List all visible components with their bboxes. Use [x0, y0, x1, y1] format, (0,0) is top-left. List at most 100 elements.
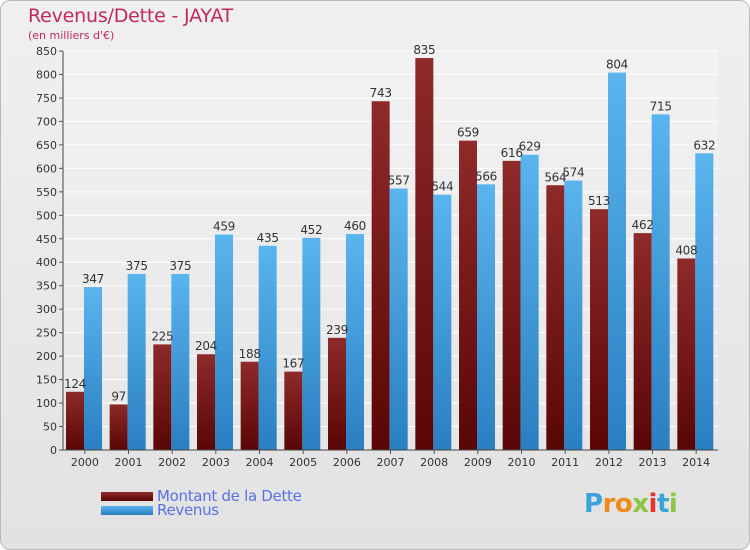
bar-dette — [633, 233, 652, 450]
bar-revenus — [302, 237, 321, 450]
chart-title: Revenus/Dette - JAYAT — [28, 5, 234, 27]
x-tick-label: 2014 — [682, 456, 710, 469]
x-tick-label: 2011 — [551, 456, 579, 469]
data-label-revenus: 375 — [169, 259, 191, 273]
x-tick-label: 2002 — [158, 456, 186, 469]
x-tick-label: 2010 — [508, 456, 536, 469]
data-label-dette: 564 — [544, 170, 566, 184]
bar-revenus — [564, 180, 583, 450]
x-tick-label: 2006 — [333, 456, 361, 469]
data-label-revenus: 566 — [475, 169, 497, 183]
data-label-revenus: 629 — [519, 140, 541, 154]
y-tick-label: 600 — [36, 162, 57, 175]
bar-dette — [371, 101, 390, 451]
bar-revenus — [520, 154, 539, 451]
data-label-dette: 97 — [111, 389, 126, 403]
brand-logo: Proxiti — [584, 489, 678, 519]
legend-item-dette: Montant de la Dette — [101, 487, 302, 505]
y-tick-label: 150 — [36, 374, 57, 387]
legend-swatch-revenus — [101, 505, 153, 515]
data-label-dette: 743 — [370, 86, 392, 100]
x-tick-label: 2008 — [420, 456, 448, 469]
y-tick-label: 550 — [36, 186, 57, 199]
data-label-revenus: 460 — [344, 219, 366, 233]
data-label-dette: 188 — [239, 347, 261, 361]
bar-dette — [66, 391, 84, 450]
data-label-dette: 513 — [588, 194, 610, 208]
bar-revenus — [608, 72, 626, 450]
data-label-revenus: 632 — [693, 138, 715, 152]
chart-subtitle: (en milliers d'€) — [28, 29, 115, 42]
y-tick-label: 500 — [36, 209, 57, 222]
bar-dette — [109, 404, 128, 450]
data-label-revenus: 375 — [126, 259, 148, 273]
bar-revenus — [433, 194, 452, 450]
data-label-dette: 659 — [457, 126, 479, 140]
bar-revenus — [84, 287, 102, 450]
bar-dette — [415, 58, 434, 451]
x-tick-label: 2007 — [377, 456, 405, 469]
x-tick-label: 2009 — [464, 456, 492, 469]
data-label-revenus: 557 — [388, 174, 410, 188]
data-label-revenus: 435 — [257, 231, 279, 245]
data-label-dette: 124 — [64, 377, 86, 391]
bar-revenus — [171, 273, 190, 450]
data-label-dette: 225 — [151, 329, 173, 343]
y-tick-label: 650 — [36, 139, 57, 152]
legend-label-revenus: Revenus — [157, 501, 219, 519]
bar-dette — [590, 209, 608, 450]
y-tick-label: 350 — [36, 280, 57, 293]
data-label-dette: 462 — [632, 218, 654, 232]
legend-swatch-dette — [101, 491, 153, 501]
y-tick-label: 300 — [36, 303, 57, 316]
bar-revenus — [258, 245, 277, 450]
data-label-revenus: 459 — [213, 220, 235, 234]
bar-revenus — [695, 153, 714, 450]
data-label-dette: 204 — [195, 339, 217, 353]
y-tick-label: 250 — [36, 327, 57, 340]
y-tick-label: 800 — [36, 68, 57, 81]
legend-item-revenus: Revenus — [101, 501, 219, 519]
y-tick-label: 100 — [36, 397, 57, 410]
x-tick-label: 2005 — [289, 456, 317, 469]
y-tick-label: 0 — [50, 444, 57, 457]
y-tick-label: 700 — [36, 115, 57, 128]
data-label-dette: 616 — [501, 146, 523, 160]
bar-revenus — [651, 114, 670, 450]
x-tick-label: 2004 — [246, 456, 274, 469]
bar-dette — [459, 140, 477, 450]
bar-dette — [546, 185, 565, 450]
data-label-revenus: 452 — [300, 223, 322, 237]
bar-revenus — [127, 273, 146, 450]
y-tick-label: 850 — [36, 45, 57, 58]
y-tick-label: 50 — [43, 421, 57, 434]
bar-dette — [240, 361, 259, 450]
x-tick-label: 2012 — [595, 456, 623, 469]
bar-dette — [502, 160, 521, 450]
data-label-dette: 239 — [326, 323, 348, 337]
y-tick-label: 750 — [36, 92, 57, 105]
data-label-revenus: 804 — [606, 58, 628, 72]
bar-dette — [153, 344, 172, 450]
bar-revenus — [389, 188, 408, 450]
bar-dette — [328, 337, 346, 450]
bar-dette — [284, 371, 303, 450]
x-tick-label: 2000 — [71, 456, 99, 469]
data-label-dette: 167 — [282, 357, 304, 371]
bar-dette — [677, 258, 696, 450]
x-tick-label: 2001 — [115, 456, 143, 469]
data-label-revenus: 574 — [562, 166, 584, 180]
data-label-revenus: 544 — [431, 180, 453, 194]
y-tick-label: 450 — [36, 233, 57, 246]
bar-revenus — [477, 184, 495, 451]
bar-revenus — [346, 234, 364, 450]
y-tick-label: 200 — [36, 350, 57, 363]
data-label-dette: 835 — [413, 43, 435, 57]
bar-revenus — [215, 234, 233, 450]
data-label-dette: 408 — [675, 243, 697, 257]
data-label-revenus: 715 — [650, 99, 672, 113]
y-tick-label: 400 — [36, 256, 57, 269]
bar-dette — [197, 354, 215, 450]
